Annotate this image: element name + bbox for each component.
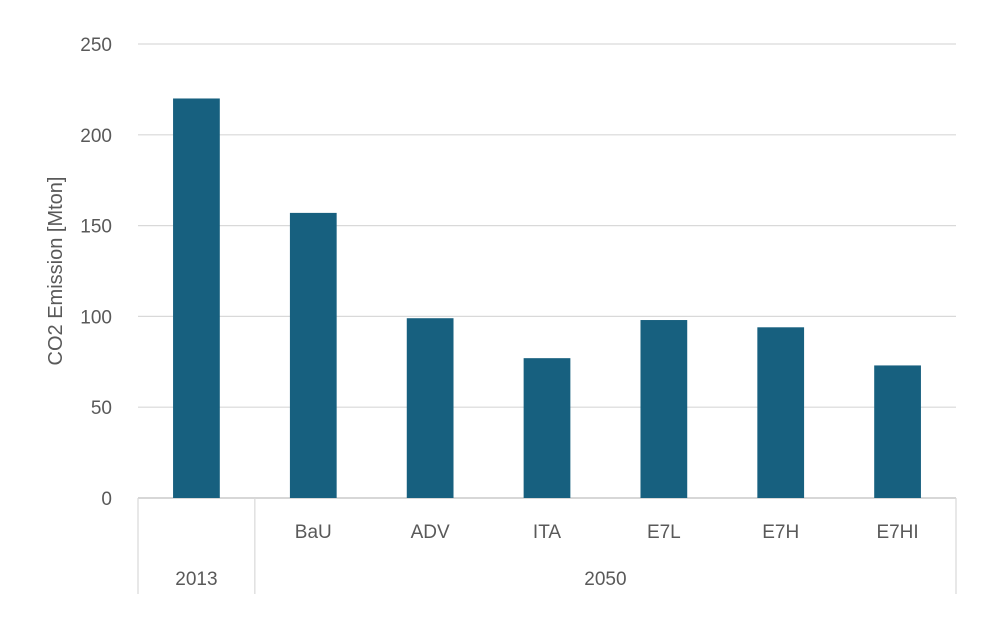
x-category-label: E7H — [762, 522, 799, 543]
y-tick-label: 50 — [91, 398, 112, 419]
x-category-label: BaU — [295, 522, 332, 543]
x-group-label: 2050 — [584, 569, 626, 590]
x-category-label: E7HI — [876, 522, 918, 543]
bar — [757, 327, 805, 498]
bar — [406, 318, 454, 498]
y-axis-title: CO2 Emission [Mton] — [45, 177, 67, 366]
bar — [874, 365, 921, 498]
x-group-label: 2013 — [175, 569, 217, 590]
bar — [523, 358, 571, 498]
y-tick-label: 0 — [101, 489, 112, 510]
gridlines — [138, 43, 956, 499]
x-category-label: ADV — [411, 522, 450, 543]
bar — [640, 320, 688, 498]
y-axis-ticks: 0 50 100 150 200 250 — [80, 35, 112, 510]
y-tick-label: 100 — [80, 307, 112, 328]
y-tick-label: 200 — [80, 126, 112, 147]
bar — [289, 212, 337, 498]
x-category-label: E7L — [647, 522, 681, 543]
x-category-label: ITA — [533, 522, 561, 543]
bars — [173, 98, 921, 498]
x-axis: 2013 BaU ADV ITA E7L E7H E7HI 2050 — [137, 498, 957, 594]
y-tick-label: 250 — [80, 35, 112, 56]
y-tick-label: 150 — [80, 217, 112, 238]
bar — [173, 98, 220, 498]
